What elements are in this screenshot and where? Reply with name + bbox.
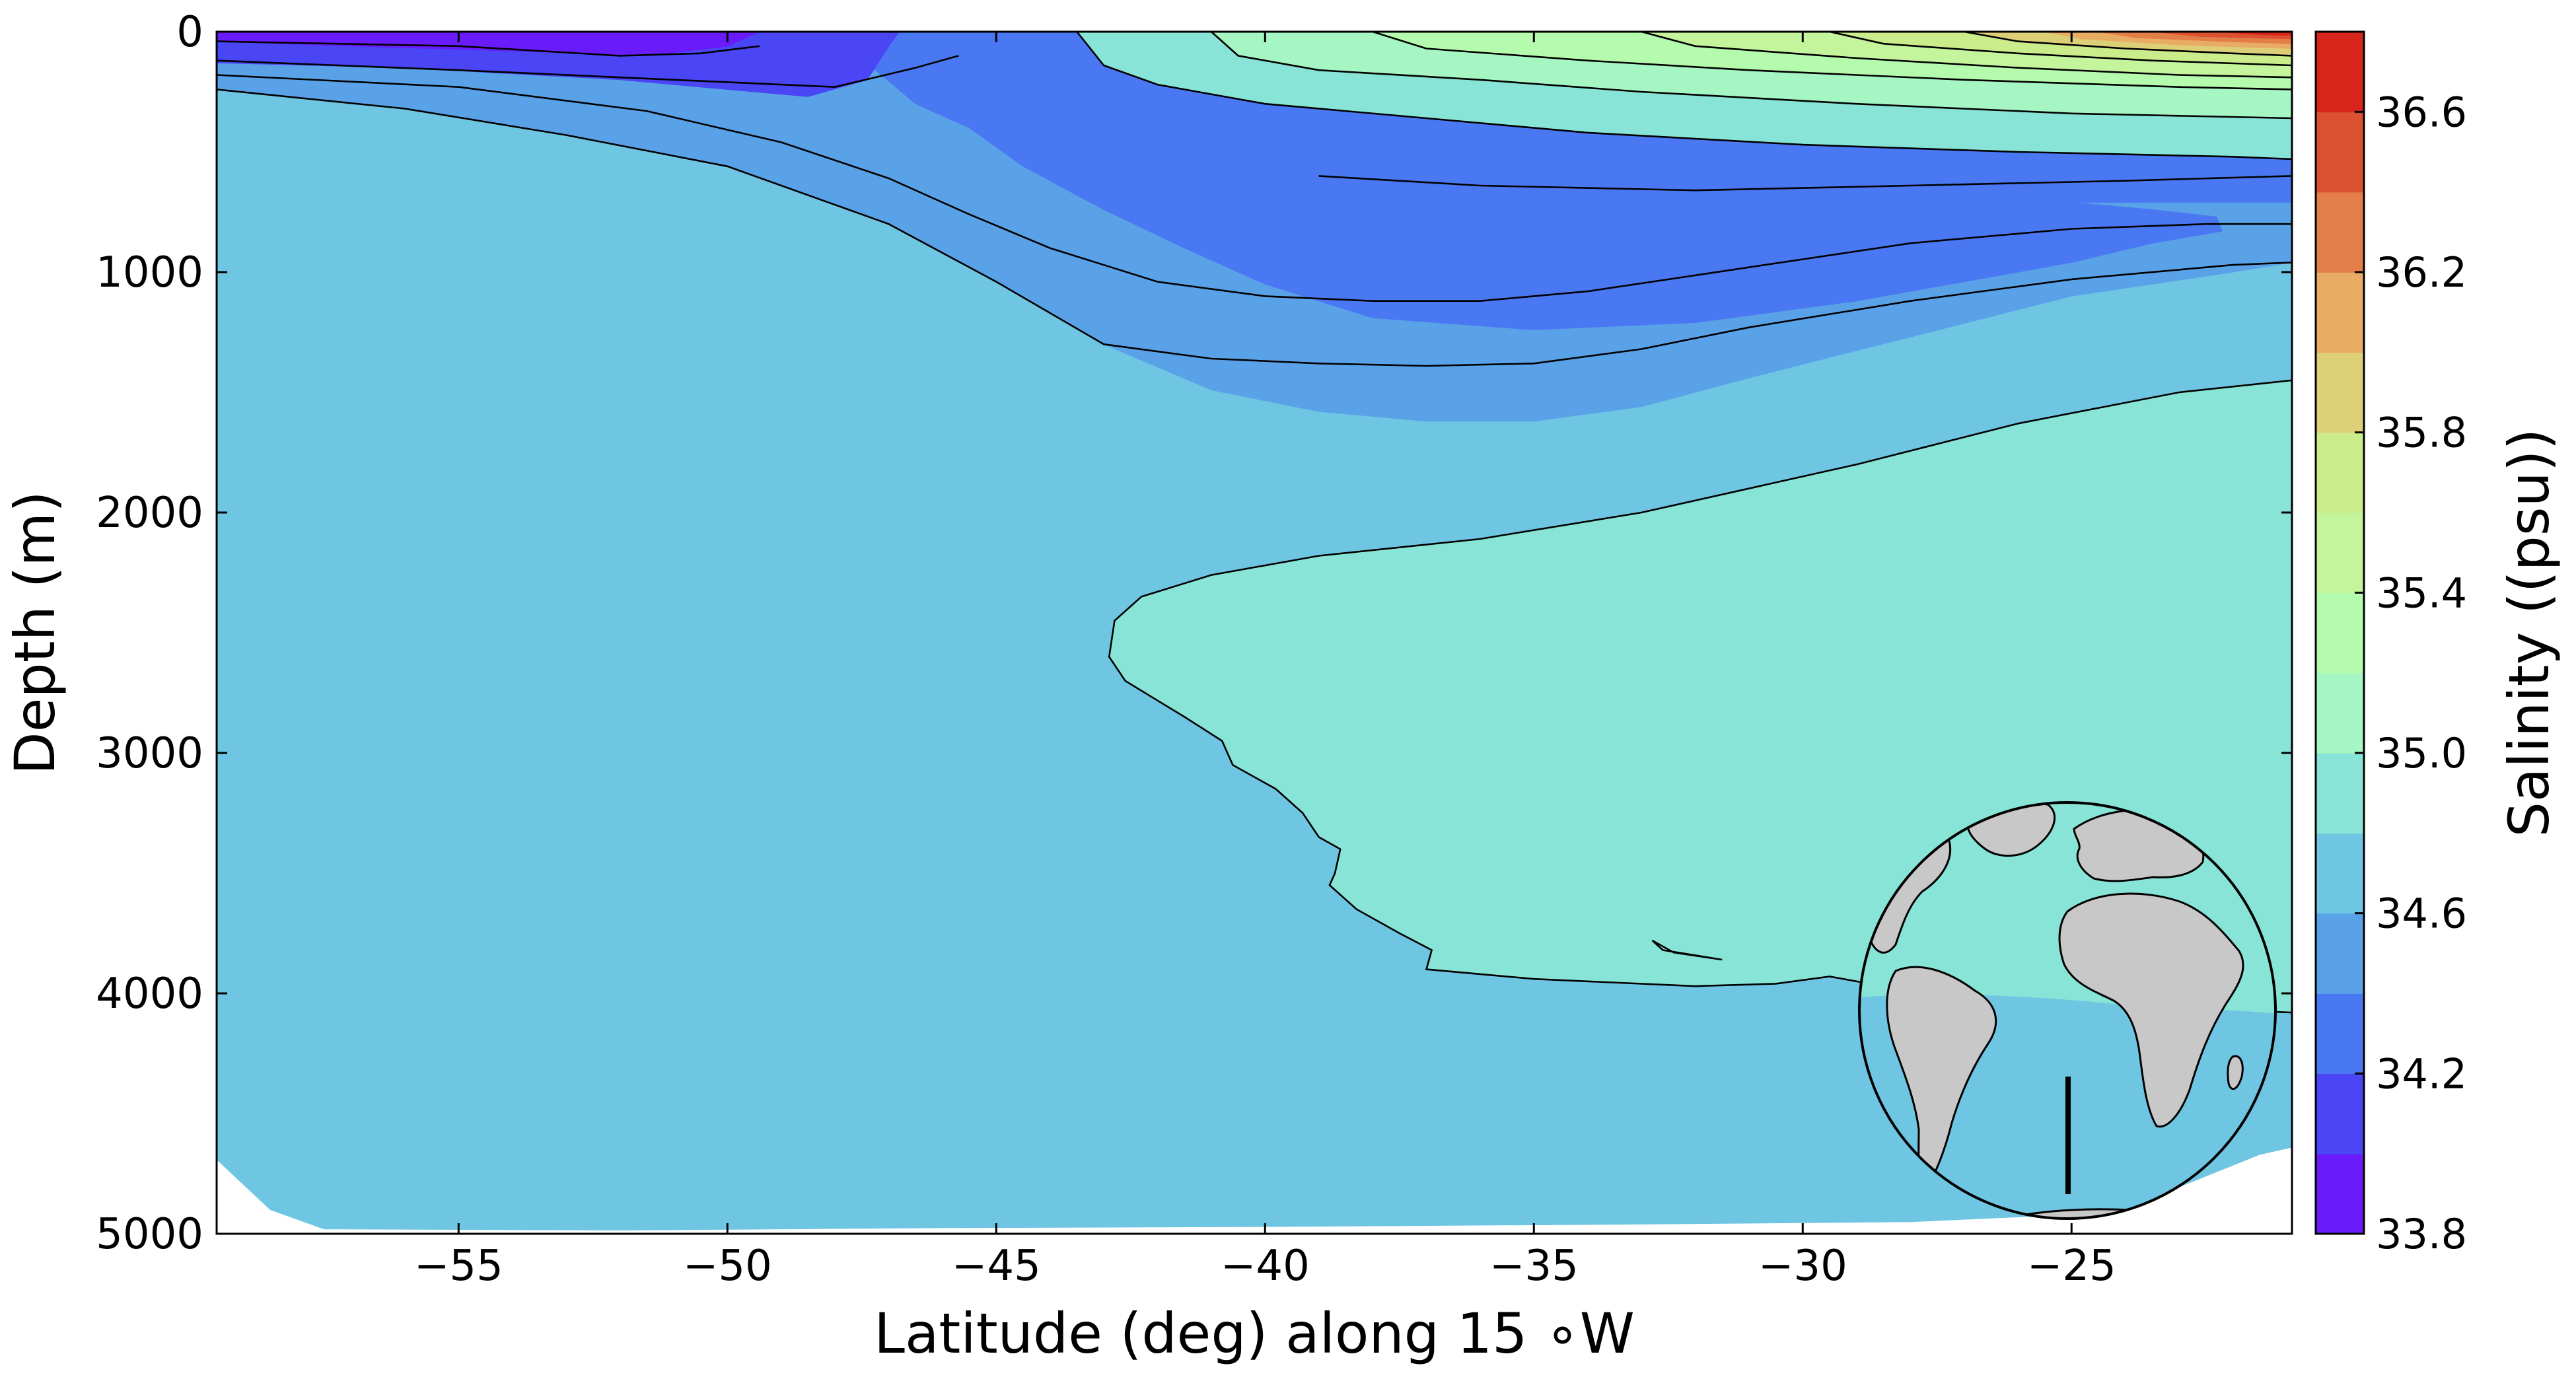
colorbar-band-11: [2316, 272, 2364, 353]
colorbar-frame: [2314, 30, 2365, 1235]
colorbar-band-4: [2316, 833, 2364, 914]
colorbar-band-2: [2316, 993, 2364, 1075]
y-tick-label: 1000: [96, 248, 203, 297]
colorbar-tick-label: 35.0: [2376, 729, 2467, 777]
y-tick-label: 0: [176, 8, 203, 57]
contour-line-1: [1651, 939, 1723, 961]
colorbar-band-3: [2316, 913, 2364, 994]
x-tick-label: −30: [1758, 1242, 1847, 1291]
contour-line-6: [1076, 32, 2292, 160]
y-axis-ticks: 0 1000 2000 3000 4000 5000: [96, 8, 2292, 1259]
colorbar-band-0: [2316, 1153, 2364, 1234]
contour-line-10: [1829, 32, 2292, 67]
colorbar-band-1: [2316, 1073, 2364, 1155]
colorbar-title: Salinity ((psu)): [2497, 429, 2561, 837]
madagascar-shape: [2227, 1055, 2244, 1090]
colorbar-tick-label: 33.8: [2376, 1210, 2467, 1258]
contour-line-11: [1964, 32, 2292, 57]
colorbar-tick-label: 36.2: [2376, 248, 2467, 297]
colorbar-ticks: 33.8 34.2 34.6 35.0 35.4 35.8 36.2 36.6: [2355, 88, 2467, 1258]
contour-line-4: [217, 55, 959, 89]
y-tick-label: 3000: [96, 729, 203, 778]
africa-shape: [2058, 892, 2244, 1128]
y-axis-title: Depth (m): [3, 491, 67, 775]
x-tick-label: −35: [1489, 1242, 1579, 1291]
y-tick-label: 5000: [96, 1210, 203, 1259]
x-axis-title: Latitude (deg) along 15 ∘W: [874, 1301, 1635, 1366]
colorbar-tick-label: 35.4: [2376, 569, 2467, 617]
contour-line-5: [217, 40, 760, 57]
south-america-shape: [1886, 966, 1997, 1191]
salinity-region-4: [217, 32, 900, 97]
salinity-contours: [217, 32, 2292, 1014]
colorbar: 33.8 34.2 34.6 35.0 35.4 35.8 36.2 36.6 Salinit…: [2314, 30, 2561, 1258]
x-tick-label: −25: [2027, 1242, 2116, 1291]
colorbar-band-12: [2316, 192, 2364, 273]
x-tick-label: −40: [1221, 1242, 1310, 1291]
x-tick-label: −50: [683, 1242, 772, 1291]
contour-line-7: [1211, 32, 2292, 120]
colorbar-band-5: [2316, 753, 2364, 834]
x-tick-label: −45: [952, 1242, 1041, 1291]
globe-locator-inset: [1858, 801, 2277, 1220]
plot-area: [215, 30, 2293, 1235]
colorbar-band-9: [2316, 432, 2364, 513]
contour-line-2: [217, 89, 2292, 367]
contour-line-12: [1318, 175, 2292, 192]
colorbar-band-8: [2316, 513, 2364, 594]
colorbar-tick-label: 35.8: [2376, 409, 2467, 457]
y-tick-label: 2000: [96, 489, 203, 538]
colorbar-band-7: [2316, 592, 2364, 674]
colorbar-tick-label: 36.6: [2376, 88, 2467, 136]
globe-outline: [1858, 801, 2277, 1220]
colorbar-bands: [2316, 32, 2364, 1234]
contour-line-8: [1372, 32, 2292, 90]
contour-line-9: [1641, 32, 2292, 79]
colorbar-tick-label: 34.2: [2376, 1049, 2467, 1098]
colorbar-band-14: [2316, 32, 2364, 113]
salinity-regions: [217, 32, 2292, 1231]
colorbar-band-6: [2316, 672, 2364, 754]
plot-frame: [215, 30, 2293, 1235]
colorbar-band-10: [2316, 352, 2364, 433]
y-tick-label: 4000: [96, 970, 203, 1018]
colorbar-band-13: [2316, 112, 2364, 193]
x-tick-label: −55: [414, 1242, 503, 1291]
contour-line-0: [1108, 379, 2292, 1014]
x-axis-ticks: −55 −50 −45 −40 −35 −30 −25: [414, 32, 2116, 1291]
colorbar-tick-label: 34.6: [2376, 890, 2467, 938]
contour-line-3: [217, 74, 2292, 302]
